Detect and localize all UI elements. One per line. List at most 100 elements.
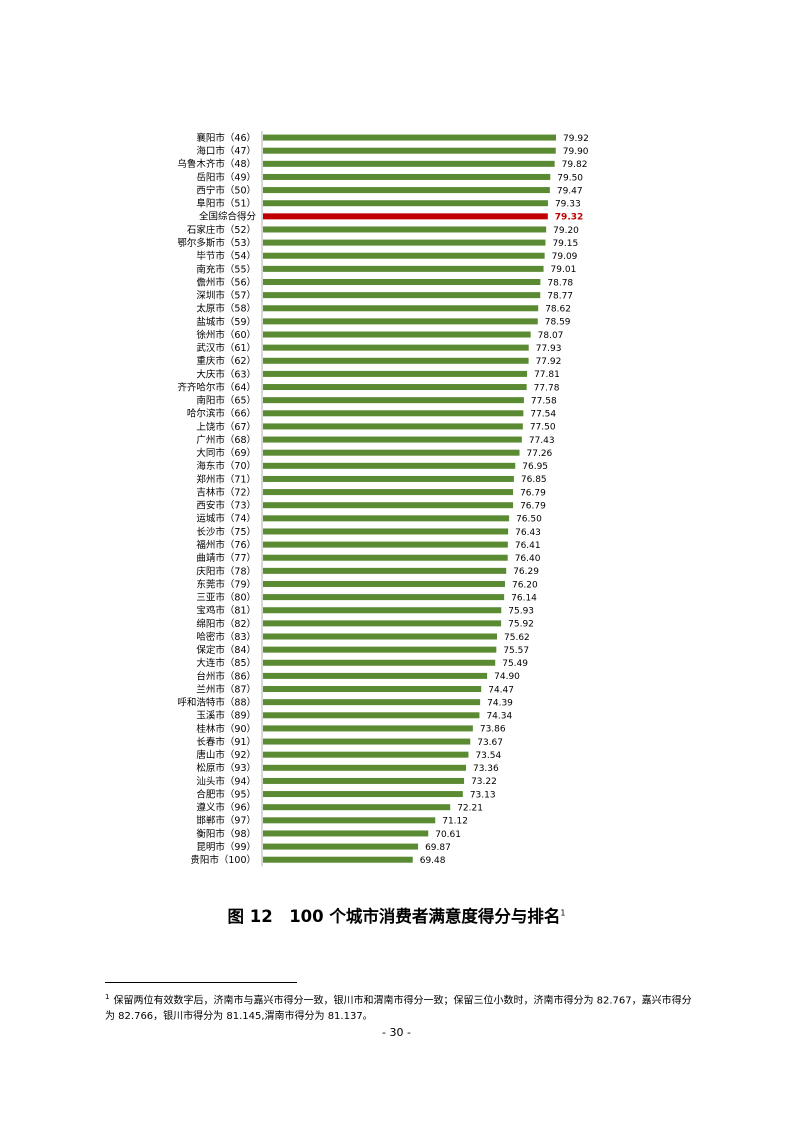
value-label: 79.15 bbox=[552, 239, 578, 249]
value-label: 77.54 bbox=[530, 410, 556, 420]
value-label: 76.14 bbox=[511, 593, 537, 603]
value-label: 76.40 bbox=[515, 554, 541, 564]
value-label: 76.20 bbox=[512, 580, 538, 590]
value-label: 75.57 bbox=[503, 646, 529, 656]
bar bbox=[263, 423, 523, 430]
value-label: 76.29 bbox=[513, 567, 539, 577]
category-label: 齐齐哈尔市（64） bbox=[177, 381, 256, 393]
category-label: 绵阳市（82） bbox=[196, 618, 256, 630]
value-label: 73.67 bbox=[477, 738, 503, 748]
category-label: 儋州市（56） bbox=[196, 276, 256, 288]
bar bbox=[263, 554, 508, 561]
category-label: 昆明市（99） bbox=[196, 841, 256, 853]
value-label: 79.20 bbox=[553, 226, 579, 236]
value-label: 76.79 bbox=[520, 502, 546, 512]
category-label: 大连市（85） bbox=[196, 657, 256, 669]
bar bbox=[263, 620, 502, 627]
bar bbox=[263, 252, 545, 259]
value-label: 79.47 bbox=[557, 186, 583, 196]
category-label: 东莞市（79） bbox=[196, 578, 256, 590]
value-label: 79.32 bbox=[555, 213, 583, 223]
value-label: 79.82 bbox=[562, 160, 588, 170]
category-label: 哈密市（83） bbox=[196, 631, 256, 643]
value-label: 75.92 bbox=[508, 620, 534, 630]
category-label: 玉溪市（89） bbox=[196, 710, 256, 722]
bar bbox=[263, 830, 429, 837]
category-label: 鄂尔多斯市（53） bbox=[177, 237, 256, 249]
category-label: 汕头市（94） bbox=[196, 775, 256, 787]
bar-national-highlight bbox=[263, 213, 548, 220]
bar bbox=[263, 292, 541, 299]
category-label: 太原市（58） bbox=[196, 303, 256, 315]
value-label: 78.59 bbox=[545, 318, 571, 328]
bar bbox=[263, 646, 497, 653]
bar bbox=[263, 226, 547, 233]
value-label: 76.50 bbox=[516, 515, 542, 525]
bar bbox=[263, 357, 529, 364]
bar bbox=[263, 370, 528, 377]
category-label: 西安市（73） bbox=[196, 500, 256, 512]
category-label: 台州市（86） bbox=[196, 670, 256, 682]
value-label: 74.47 bbox=[488, 685, 514, 695]
value-label: 77.81 bbox=[534, 370, 560, 380]
category-label: 阜阳市（51） bbox=[196, 198, 256, 210]
bar bbox=[263, 331, 531, 338]
bar bbox=[263, 856, 413, 863]
category-label: 盐城市（59） bbox=[196, 316, 256, 328]
value-label: 78.07 bbox=[538, 331, 564, 341]
category-label: 贵阳市（100） bbox=[190, 854, 256, 866]
category-label: 三亚市（80） bbox=[196, 592, 256, 604]
bar bbox=[263, 265, 544, 272]
value-label: 69.87 bbox=[425, 843, 451, 853]
value-label: 77.58 bbox=[531, 396, 557, 406]
bar bbox=[263, 751, 469, 758]
category-label: 宝鸡市（81） bbox=[196, 605, 256, 617]
value-label: 76.95 bbox=[522, 462, 548, 472]
value-label: 78.78 bbox=[547, 278, 573, 288]
category-label: 唐山市（92） bbox=[196, 749, 256, 761]
bar bbox=[263, 134, 557, 141]
category-label: 乌鲁木齐市（48） bbox=[177, 158, 256, 170]
bar bbox=[263, 344, 529, 351]
value-label: 79.01 bbox=[551, 265, 577, 275]
bar bbox=[263, 712, 480, 719]
bar bbox=[263, 187, 550, 194]
category-label: 桂林市（90） bbox=[196, 723, 256, 735]
bar bbox=[263, 436, 522, 443]
category-label: 邯郸市（97） bbox=[196, 815, 256, 827]
value-label: 79.90 bbox=[563, 147, 589, 157]
bar bbox=[263, 515, 510, 522]
value-label: 76.79 bbox=[520, 488, 546, 498]
figure-caption: 图 12 100 个城市消费者满意度得分与排名1 bbox=[0, 903, 793, 927]
value-label: 79.92 bbox=[563, 134, 589, 144]
category-label: 徐州市（60） bbox=[196, 329, 256, 341]
category-label: 吉林市（72） bbox=[196, 486, 256, 498]
category-label: 福州市（76） bbox=[196, 539, 256, 551]
bar bbox=[263, 239, 546, 246]
bar bbox=[263, 541, 508, 548]
value-label: 76.43 bbox=[515, 528, 541, 538]
bar bbox=[263, 278, 541, 285]
category-label: 岳阳市（49） bbox=[196, 171, 256, 183]
bar bbox=[263, 699, 481, 706]
category-label: 郑州市（71） bbox=[196, 473, 256, 485]
category-label: 毕节市（54） bbox=[196, 250, 256, 262]
bar bbox=[263, 777, 465, 784]
value-label: 72.21 bbox=[457, 803, 483, 813]
bar bbox=[263, 580, 505, 587]
bar bbox=[263, 633, 498, 640]
bar bbox=[263, 305, 539, 312]
bar bbox=[263, 594, 505, 601]
category-label: 运城市（74） bbox=[196, 513, 256, 525]
category-label: 大庆市（63） bbox=[196, 368, 256, 380]
bar bbox=[263, 502, 514, 509]
value-label: 78.62 bbox=[545, 305, 571, 315]
bar bbox=[263, 791, 463, 798]
bar-chart: 襄阳市（46）海口市（47）乌鲁木齐市（48）岳阳市（49）西宁市（50） 阜阳市… bbox=[177, 131, 589, 867]
category-label: 庆阳市（78） bbox=[196, 565, 256, 577]
footnote-text: 保留两位有效数字后，济南市与嘉兴市得分一致，银川市和渭南市得分一致；保留三位小数… bbox=[105, 995, 692, 1023]
footnote-divider bbox=[105, 982, 297, 983]
category-label: 呼和浩特市（88） bbox=[177, 697, 256, 709]
category-label: 海口市（47） bbox=[196, 145, 256, 157]
category-label: 南阳市（65） bbox=[196, 395, 256, 407]
